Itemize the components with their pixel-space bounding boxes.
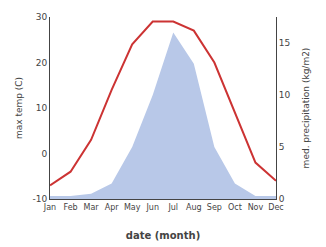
svg-text:10: 10 <box>279 90 291 100</box>
svg-text:Feb: Feb <box>63 203 77 212</box>
svg-text:-10: -10 <box>32 194 47 204</box>
svg-text:Jun: Jun <box>145 203 159 212</box>
svg-text:Sep: Sep <box>207 203 222 212</box>
svg-text:0: 0 <box>279 194 285 204</box>
svg-text:Dec: Dec <box>268 203 283 212</box>
svg-text:Nov: Nov <box>248 203 264 212</box>
svg-text:10: 10 <box>36 103 48 113</box>
svg-text:Aug: Aug <box>186 203 202 212</box>
svg-text:date (month): date (month) <box>126 230 200 241</box>
svg-text:5: 5 <box>279 142 285 152</box>
svg-text:Jul: Jul <box>167 203 178 212</box>
svg-text:20: 20 <box>36 58 48 68</box>
svg-text:Mar: Mar <box>84 203 100 212</box>
svg-text:30: 30 <box>36 12 48 22</box>
svg-text:15: 15 <box>279 38 290 48</box>
svg-text:Apr: Apr <box>105 203 120 212</box>
svg-text:Jan: Jan <box>43 203 56 212</box>
svg-text:May: May <box>124 203 141 212</box>
svg-text:Oct: Oct <box>228 203 242 212</box>
svg-text:0: 0 <box>41 149 47 159</box>
svg-text:max temp (C): max temp (C) <box>14 77 24 139</box>
svg-text:med. precipitation (kg/m2): med. precipitation (kg/m2) <box>301 48 311 169</box>
